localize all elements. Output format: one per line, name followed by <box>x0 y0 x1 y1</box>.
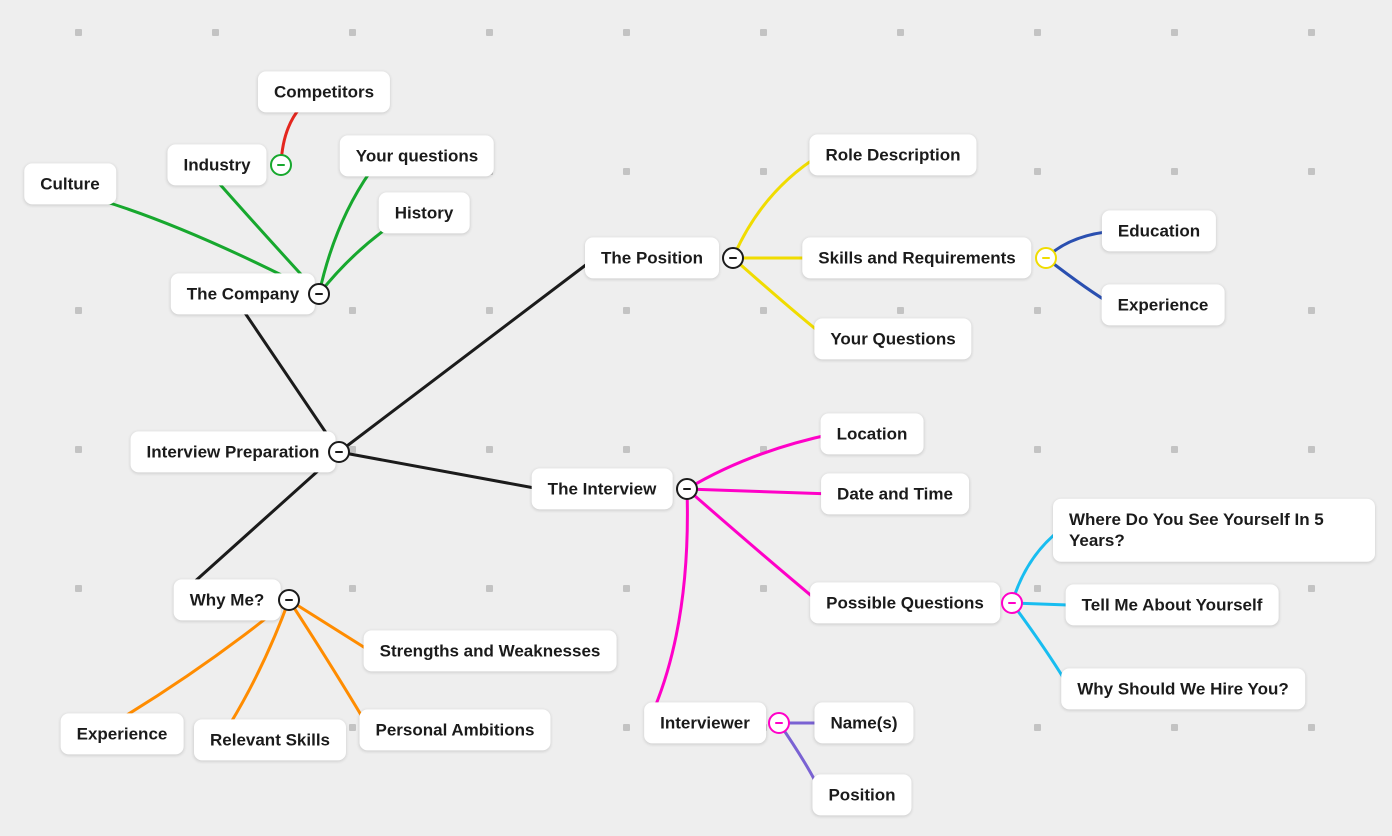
minus-icon <box>729 257 737 259</box>
node-wm_ambitions[interactable]: Personal Ambitions <box>359 709 550 750</box>
node-roledesc[interactable]: Role Description <box>809 134 976 175</box>
node-yourqs_pos[interactable]: Your Questions <box>814 318 971 359</box>
minus-icon <box>1042 257 1050 259</box>
node-wm_skills[interactable]: Relevant Skills <box>194 719 346 760</box>
node-wm_strengths[interactable]: Strengths and Weaknesses <box>364 630 617 671</box>
minus-icon <box>1008 602 1016 604</box>
node-competitors[interactable]: Competitors <box>258 71 390 112</box>
node-intv_position[interactable]: Position <box>812 774 911 815</box>
node-wm_experience[interactable]: Experience <box>61 713 184 754</box>
node-datetime[interactable]: Date and Time <box>821 473 969 514</box>
minus-icon <box>315 293 323 295</box>
toggle-interview[interactable] <box>676 478 698 500</box>
node-location[interactable]: Location <box>821 413 924 454</box>
mindmap-canvas[interactable]: Interview Preparation The Company The Posi… <box>0 0 1392 836</box>
toggle-possibleq[interactable] <box>1001 592 1023 614</box>
node-pq_whyhire[interactable]: Why Should We Hire You? <box>1061 668 1305 709</box>
minus-icon <box>285 599 293 601</box>
node-root[interactable]: Interview Preparation <box>131 431 336 472</box>
minus-icon <box>683 488 691 490</box>
toggle-industry[interactable] <box>270 154 292 176</box>
toggle-position[interactable] <box>722 247 744 269</box>
node-interviewer[interactable]: Interviewer <box>644 702 766 743</box>
minus-icon <box>277 164 285 166</box>
node-company[interactable]: The Company <box>171 273 315 314</box>
node-intv_names[interactable]: Name(s) <box>814 702 913 743</box>
minus-icon <box>775 722 783 724</box>
node-possibleq[interactable]: Possible Questions <box>810 582 1000 623</box>
node-history[interactable]: History <box>379 192 470 233</box>
node-pq_5yrs[interactable]: Where Do You See Yourself In 5 Years? <box>1053 499 1375 562</box>
toggle-interviewer[interactable] <box>768 712 790 734</box>
toggle-root[interactable] <box>328 441 350 463</box>
node-education[interactable]: Education <box>1102 210 1216 251</box>
node-culture[interactable]: Culture <box>24 163 116 204</box>
node-position[interactable]: The Position <box>585 237 719 278</box>
toggle-company[interactable] <box>308 283 330 305</box>
node-experience_pos[interactable]: Experience <box>1102 284 1225 325</box>
node-yourqs_co[interactable]: Your questions <box>340 135 494 176</box>
node-whyme[interactable]: Why Me? <box>174 579 281 620</box>
node-pq_tell[interactable]: Tell Me About Yourself <box>1066 584 1279 625</box>
node-skillsreq[interactable]: Skills and Requirements <box>802 237 1031 278</box>
toggle-whyme[interactable] <box>278 589 300 611</box>
node-interview[interactable]: The Interview <box>532 468 673 509</box>
node-industry[interactable]: Industry <box>167 144 266 185</box>
toggle-skillsreq[interactable] <box>1035 247 1057 269</box>
minus-icon <box>335 451 343 453</box>
